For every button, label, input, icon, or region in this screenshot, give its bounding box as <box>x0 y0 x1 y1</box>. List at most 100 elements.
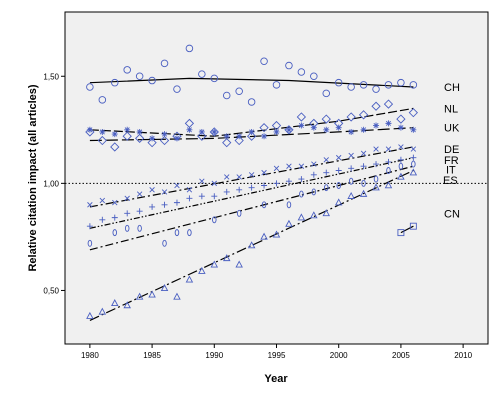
marker-es <box>111 299 119 307</box>
marker-ch <box>98 96 107 104</box>
marker-fr <box>397 156 404 163</box>
marker-de <box>224 174 230 180</box>
x-tick-label: 2005 <box>392 351 410 360</box>
x-tick-label: 2000 <box>330 351 348 360</box>
marker-fr <box>124 210 131 217</box>
marker-es <box>334 198 343 206</box>
marker-de <box>348 152 354 159</box>
series-label-cn: CN <box>444 208 460 220</box>
marker-nl <box>371 101 381 111</box>
marker-es <box>222 254 231 262</box>
marker-uk <box>373 122 380 129</box>
marker-it <box>299 190 304 198</box>
marker-nl <box>122 131 132 141</box>
series-label-nl: NL <box>444 103 458 115</box>
marker-ch <box>135 72 144 81</box>
trend-line-de <box>89 146 414 208</box>
marker-nl <box>147 138 157 148</box>
marker-ch <box>247 98 256 106</box>
marker-nl <box>321 114 331 124</box>
marker-nl <box>396 114 406 124</box>
marker-fr <box>111 214 118 221</box>
marker-fr <box>385 158 392 165</box>
marker-es <box>235 260 243 268</box>
marker-uk <box>86 126 93 133</box>
marker-uk <box>111 131 118 138</box>
marker-uk <box>273 128 280 135</box>
marker-nl <box>97 135 107 146</box>
marker-it <box>373 175 379 183</box>
marker-it <box>87 239 93 247</box>
marker-ch <box>322 89 331 98</box>
marker-fr <box>335 167 342 174</box>
marker-es <box>372 183 380 191</box>
marker-de <box>199 178 205 184</box>
marker-ch <box>210 74 219 83</box>
marker-es <box>135 292 144 300</box>
marker-uk <box>261 133 268 140</box>
marker-de <box>398 144 404 150</box>
marker-ch <box>160 59 169 68</box>
marker-ch <box>173 85 181 93</box>
marker-es <box>198 266 206 274</box>
marker-uk <box>211 128 218 135</box>
marker-fr <box>211 193 218 200</box>
marker-de <box>385 146 392 152</box>
marker-nl <box>246 131 257 141</box>
marker-fr <box>161 201 168 208</box>
marker-fr <box>173 199 180 206</box>
x-axis-title: Year <box>264 373 288 385</box>
marker-de <box>186 187 193 193</box>
marker-uk <box>335 124 342 131</box>
marker-es <box>247 241 256 249</box>
marker-de <box>124 195 130 202</box>
marker-es <box>297 213 306 221</box>
y-tick-label: 1,00 <box>43 179 59 188</box>
marker-uk <box>360 126 367 133</box>
x-tick-label: 1985 <box>143 351 161 360</box>
marker-it <box>398 162 404 170</box>
marker-nl <box>358 110 369 120</box>
series-label-ch: CH <box>444 82 460 94</box>
marker-es <box>185 275 194 283</box>
marker-ch <box>260 57 268 66</box>
marker-uk <box>385 120 392 127</box>
marker-fr <box>236 186 243 193</box>
marker-uk <box>298 122 305 129</box>
marker-it <box>162 239 167 247</box>
marker-es <box>397 172 405 180</box>
marker-ch <box>384 81 393 89</box>
marker-de <box>174 182 180 189</box>
marker-fr <box>223 188 230 195</box>
marker-de <box>373 146 379 152</box>
data-markers <box>85 44 418 319</box>
marker-uk <box>136 128 143 135</box>
y-tick-label: 0,50 <box>43 286 59 295</box>
marker-ch <box>123 66 131 74</box>
marker-nl <box>259 123 269 133</box>
marker-fr <box>248 184 255 191</box>
marker-it <box>212 216 217 224</box>
marker-it <box>261 201 267 209</box>
marker-es <box>359 189 368 197</box>
marker-uk <box>285 126 292 133</box>
marker-fr <box>298 176 305 183</box>
marker-nl <box>296 112 307 122</box>
marker-de <box>273 165 280 172</box>
marker-nl <box>222 138 232 148</box>
marker-de <box>99 197 106 204</box>
marker-it <box>112 229 118 237</box>
marker-uk <box>223 133 230 140</box>
marker-uk <box>186 126 193 133</box>
marker-fr <box>149 203 156 210</box>
plot-area <box>64 11 489 345</box>
marker-ch <box>235 87 243 96</box>
trend-line-cn <box>400 225 414 234</box>
marker-it <box>124 224 130 232</box>
y-tick-label: 1,50 <box>43 72 59 81</box>
series-label-es: ES <box>443 175 458 187</box>
marker-fr <box>360 163 367 170</box>
marker-uk <box>410 126 417 133</box>
marker-nl <box>197 131 207 141</box>
marker-es <box>173 292 181 300</box>
